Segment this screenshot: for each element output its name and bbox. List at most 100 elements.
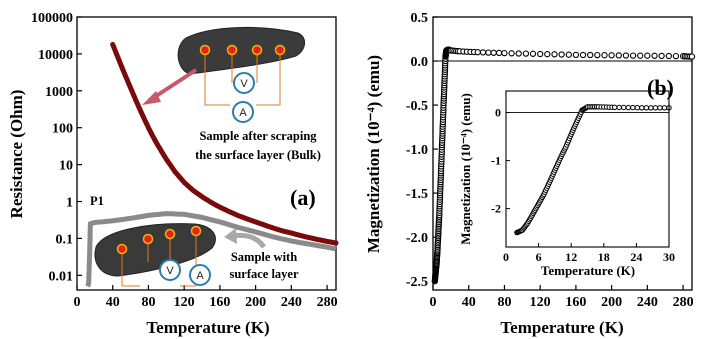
data-point: [558, 51, 565, 58]
series-line-bulk: [110, 42, 339, 246]
data-point-bulk: [167, 161, 173, 167]
inset-xlabel: Temperature (K): [541, 263, 635, 278]
x-tick-label: 240: [281, 295, 302, 310]
x-tick-label: 160: [565, 295, 586, 310]
data-point: [474, 49, 481, 56]
surface-contact: [116, 243, 128, 255]
bulk-note-line2: the surface layer (Bulk): [195, 148, 321, 162]
panel-b-plot-frame: [432, 16, 693, 291]
x-tick-label: 0: [430, 295, 437, 310]
inset-plot-frame: [505, 90, 670, 248]
panel-a-ticks: 0 40 80 120 160 200 240 28010000010000100010010…: [31, 11, 338, 310]
y-tick-label: -2.0: [406, 231, 428, 246]
inset-data-point: [625, 104, 631, 111]
surface-sample-illustration: V A Sample with surface layer: [94, 223, 299, 287]
data-point: [490, 49, 497, 56]
y-tick-label: 0.5: [411, 11, 429, 26]
data-point: [565, 51, 572, 58]
data-point: [572, 51, 580, 59]
data-point-bulk: [162, 153, 167, 159]
data-point: [529, 50, 537, 57]
panel-a-plot-frame: [76, 16, 337, 291]
inset-y-tick-label: 0: [495, 106, 501, 120]
data-point: [501, 49, 508, 57]
surface-note-line2: surface layer: [229, 267, 299, 281]
data-point: [551, 51, 558, 58]
x-tick-label: 120: [174, 295, 195, 310]
data-point: [658, 52, 665, 60]
voltmeter-icon: [159, 259, 181, 281]
inset-ticks: 0 6 12 18 24 30 0 -1 -2: [491, 106, 675, 264]
data-point: [651, 52, 658, 59]
inset-data-point: [612, 104, 618, 111]
surface-contact: [164, 228, 176, 240]
y-tick-label: 100: [52, 122, 73, 137]
x-tick-label: 80: [141, 295, 155, 310]
data-point: [587, 51, 594, 59]
y-tick-label: 1: [66, 196, 73, 211]
data-point: [485, 49, 492, 56]
data-point: [615, 52, 622, 59]
inset-data-point: [643, 105, 650, 111]
ammeter-label: A: [239, 107, 247, 119]
inset-y-tick-label: -1: [491, 154, 501, 168]
x-tick-label: 80: [497, 295, 511, 310]
inset-x-tick-label: 12: [565, 250, 577, 264]
y-tick-label: 10000: [38, 48, 73, 63]
x-tick-label: 200: [245, 295, 266, 310]
surface-note-line1: Sample with: [231, 250, 297, 264]
surface-sample-shape: [94, 223, 216, 277]
bulk-contact: [274, 44, 286, 56]
x-tick-label: 160: [209, 295, 230, 310]
data-point: [688, 53, 696, 60]
data-point-bulk: [178, 175, 184, 181]
data-point-bulk: [164, 158, 170, 163]
panel-b-ticks: 0 40 80 120 160 200 240 2800.50.0-0.5-1.0-1.5-2…: [406, 11, 694, 310]
data-point: [608, 52, 615, 59]
x-tick-label: 280: [317, 295, 338, 310]
bulk-contact: [199, 44, 211, 56]
data-point-bulk: [175, 172, 181, 178]
y-tick-label: 0.1: [56, 232, 74, 247]
data-point: [508, 50, 515, 57]
panel-a: 0 40 80 120 160 200 240 28010000010000100010010…: [7, 11, 339, 337]
x-tick-label: 280: [673, 295, 694, 310]
data-point-bulk: [170, 165, 176, 171]
data-point: [637, 52, 644, 59]
data-point: [665, 52, 672, 60]
x-tick-label: 40: [106, 295, 120, 310]
data-point: [544, 51, 551, 58]
inset-x-tick-label: 24: [630, 250, 642, 264]
inset-series: [514, 104, 672, 236]
inset-data-point: [652, 105, 659, 111]
data-point-bulk: [172, 169, 178, 175]
inset-x-tick-label: 30: [663, 250, 675, 264]
series-line-surface: [85, 211, 337, 289]
panel-b-inset: 0 6 12 18 24 30 0 -1 -2 Temperature (K) Magnetiz…: [458, 90, 676, 278]
bulk-arrow-head: [142, 91, 161, 105]
y-tick-label: -0.5: [406, 99, 428, 114]
inset-x-tick-label: 6: [536, 250, 542, 264]
data-point-bulk: [156, 145, 162, 150]
panel-a-series: [85, 42, 339, 289]
panel-a-ylabel: Resistance (Ohm): [7, 90, 26, 219]
inset-data-point: [661, 105, 668, 111]
bulk-wiring: [204, 55, 281, 106]
bulk-sample-illustration: V A Sample after scraping the surface la…: [142, 26, 321, 162]
data-point: [629, 52, 637, 59]
p1-label: P1: [90, 194, 104, 208]
panel-b-label: (b): [647, 75, 674, 100]
data-point: [579, 51, 587, 59]
bulk-contact: [226, 44, 238, 56]
inset-background: [506, 91, 676, 247]
inset-data-point: [648, 105, 654, 111]
data-point: [672, 52, 680, 60]
inset-x-tick-label: 18: [598, 250, 610, 264]
panel-b: 0 40 80 120 160 200 240 2800.50.0-0.5-1.0-1.5-2…: [364, 11, 696, 337]
y-tick-label: -1.5: [406, 187, 428, 202]
ammeter-label: A: [196, 270, 204, 282]
data-point: [622, 52, 630, 59]
y-tick-label: 100000: [31, 11, 73, 26]
data-point: [601, 52, 608, 59]
data-point-bulk: [159, 149, 165, 155]
